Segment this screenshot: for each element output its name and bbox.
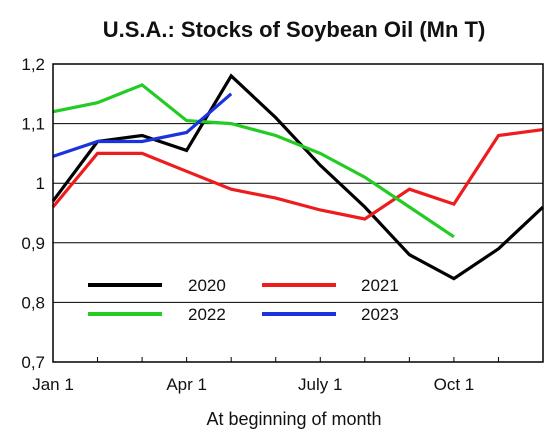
legend-label-2023: 2023 [361,305,399,324]
y-tick-label: 0,7 [21,353,45,372]
y-axis-tick-labels: 0,7 0,8 0,9 1 1,1 1,2 [21,55,45,372]
series-line-2022 [53,85,454,237]
legend: 2020 2021 2022 2023 [88,276,399,324]
y-tick-label: 1 [36,174,45,193]
legend-label-2022: 2022 [188,305,226,324]
plot-frame [53,64,543,362]
y-tick-label: 1,1 [21,115,45,134]
x-axis-label: At beginning of month [206,409,381,429]
series-line-2023 [53,94,231,157]
y-tick-label: 1,2 [21,55,45,74]
x-tick-label: Jan 1 [32,375,74,394]
x-tick-label: Oct 1 [434,375,475,394]
grid-lines [53,64,543,362]
x-axis-tick-labels: Jan 1 Apr 1 July 1 Oct 1 [32,375,474,394]
chart-title: U.S.A.: Stocks of Soybean Oil (Mn T) [103,17,486,42]
series-lines [53,76,543,279]
x-tick-label: July 1 [298,375,342,394]
x-tick-label: Apr 1 [166,375,207,394]
y-tick-label: 0,9 [21,234,45,253]
legend-label-2021: 2021 [361,276,399,295]
y-tick-label: 0,8 [21,293,45,312]
legend-label-2020: 2020 [188,276,226,295]
